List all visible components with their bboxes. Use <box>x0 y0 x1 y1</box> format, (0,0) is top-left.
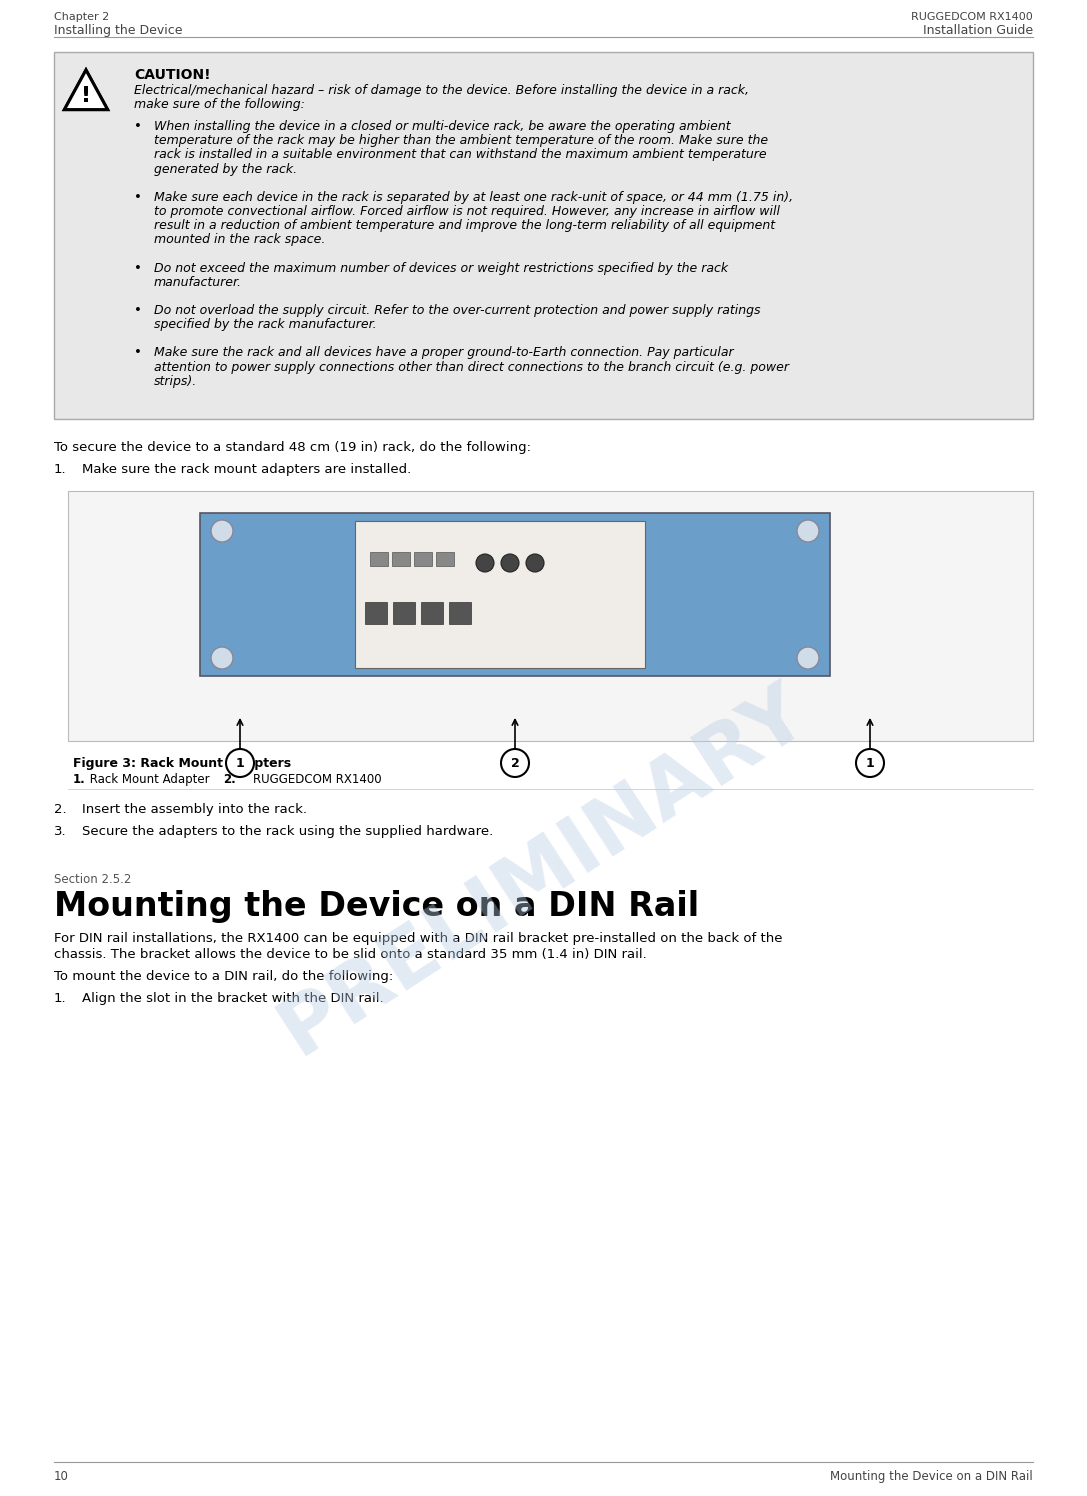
Text: attention to power supply connections other than direct connections to the branc: attention to power supply connections ot… <box>154 361 789 374</box>
FancyBboxPatch shape <box>200 513 830 676</box>
FancyBboxPatch shape <box>393 601 415 624</box>
Text: 3.: 3. <box>54 824 66 838</box>
Text: To secure the device to a standard 48 cm (19 in) rack, do the following:: To secure the device to a standard 48 cm… <box>54 441 532 453</box>
Text: result in a reduction of ambient temperature and improve the long-term reliabili: result in a reduction of ambient tempera… <box>154 220 775 232</box>
Text: •: • <box>134 120 142 133</box>
Text: !: ! <box>80 85 91 106</box>
Text: •: • <box>134 262 142 275</box>
Text: generated by the rack.: generated by the rack. <box>154 163 297 175</box>
Text: Make sure the rack and all devices have a proper ground-to-Earth connection. Pay: Make sure the rack and all devices have … <box>154 347 734 359</box>
Circle shape <box>211 521 233 542</box>
Text: Chapter 2: Chapter 2 <box>54 12 110 22</box>
Text: Rack Mount Adapter: Rack Mount Adapter <box>86 773 210 785</box>
Text: 1: 1 <box>236 757 245 769</box>
Text: Make sure each device in the rack is separated by at least one rack-unit of spac: Make sure each device in the rack is sep… <box>154 191 794 203</box>
Text: 2.: 2. <box>223 773 236 785</box>
Circle shape <box>797 521 819 542</box>
Text: 1: 1 <box>865 757 874 769</box>
Text: 1.: 1. <box>73 773 86 785</box>
FancyBboxPatch shape <box>370 552 388 565</box>
Text: •: • <box>134 347 142 359</box>
Text: 1.: 1. <box>54 462 66 476</box>
Text: RUGGEDCOM RX1400: RUGGEDCOM RX1400 <box>911 12 1033 22</box>
Text: chassis. The bracket allows the device to be slid onto a standard 35 mm (1.4 in): chassis. The bracket allows the device t… <box>54 948 647 960</box>
Text: To mount the device to a DIN rail, do the following:: To mount the device to a DIN rail, do th… <box>54 969 393 983</box>
Text: •: • <box>134 191 142 203</box>
Text: PRELIMINARY: PRELIMINARY <box>265 670 821 1070</box>
Circle shape <box>526 554 544 571</box>
Text: Figure 3: Rack Mount Adapters: Figure 3: Rack Mount Adapters <box>73 757 291 770</box>
Text: Insert the assembly into the rack.: Insert the assembly into the rack. <box>82 803 307 815</box>
Text: 10: 10 <box>54 1471 68 1483</box>
Circle shape <box>501 749 529 776</box>
Circle shape <box>501 554 518 571</box>
Text: Mounting the Device on a DIN Rail: Mounting the Device on a DIN Rail <box>830 1471 1033 1483</box>
FancyBboxPatch shape <box>392 552 410 565</box>
Circle shape <box>226 749 254 776</box>
Text: make sure of the following:: make sure of the following: <box>134 99 304 111</box>
Text: rack is installed in a suitable environment that can withstand the maximum ambie: rack is installed in a suitable environm… <box>154 148 766 162</box>
Text: 2: 2 <box>511 757 520 769</box>
Text: Do not overload the supply circuit. Refer to the over-current protection and pow: Do not overload the supply circuit. Refe… <box>154 304 761 317</box>
Text: Make sure the rack mount adapters are installed.: Make sure the rack mount adapters are in… <box>82 462 411 476</box>
Text: CAUTION!: CAUTION! <box>134 67 211 82</box>
Circle shape <box>797 646 819 669</box>
Text: 2.: 2. <box>54 803 66 815</box>
Polygon shape <box>64 70 108 109</box>
Text: •: • <box>134 304 142 317</box>
Text: !: ! <box>80 85 91 106</box>
Text: Section 2.5.2: Section 2.5.2 <box>54 874 132 886</box>
Text: Mounting the Device on a DIN Rail: Mounting the Device on a DIN Rail <box>54 890 699 923</box>
FancyBboxPatch shape <box>421 601 443 624</box>
Circle shape <box>476 554 493 571</box>
FancyBboxPatch shape <box>449 601 471 624</box>
FancyBboxPatch shape <box>365 601 387 624</box>
Text: Do not exceed the maximum number of devices or weight restrictions specified by : Do not exceed the maximum number of devi… <box>154 262 728 275</box>
FancyBboxPatch shape <box>355 521 645 669</box>
Text: Installation Guide: Installation Guide <box>923 24 1033 37</box>
FancyBboxPatch shape <box>54 52 1033 419</box>
FancyBboxPatch shape <box>414 552 432 565</box>
FancyBboxPatch shape <box>68 491 1033 741</box>
Text: Installing the Device: Installing the Device <box>54 24 183 37</box>
Text: For DIN rail installations, the RX1400 can be equipped with a DIN rail bracket p: For DIN rail installations, the RX1400 c… <box>54 932 783 945</box>
Circle shape <box>211 646 233 669</box>
Polygon shape <box>64 70 108 109</box>
Text: strips).: strips). <box>154 375 197 387</box>
Text: When installing the device in a closed or multi-device rack, be aware the operat: When installing the device in a closed o… <box>154 120 730 133</box>
Text: manufacturer.: manufacturer. <box>154 275 242 289</box>
Text: mounted in the rack space.: mounted in the rack space. <box>154 233 325 247</box>
Text: to promote convectional airflow. Forced airflow is not required. However, any in: to promote convectional airflow. Forced … <box>154 205 780 218</box>
Text: 1.: 1. <box>54 992 66 1005</box>
Text: Align the slot in the bracket with the DIN rail.: Align the slot in the bracket with the D… <box>82 992 384 1005</box>
Circle shape <box>855 749 884 776</box>
Text: Electrical/mechanical hazard – risk of damage to the device. Before installing t: Electrical/mechanical hazard – risk of d… <box>134 84 749 97</box>
Text: specified by the rack manufacturer.: specified by the rack manufacturer. <box>154 319 376 331</box>
FancyBboxPatch shape <box>436 552 454 565</box>
Text: RUGGEDCOM RX1400: RUGGEDCOM RX1400 <box>253 773 382 785</box>
Text: temperature of the rack may be higher than the ambient temperature of the room. : temperature of the rack may be higher th… <box>154 135 769 147</box>
Text: Secure the adapters to the rack using the supplied hardware.: Secure the adapters to the rack using th… <box>82 824 493 838</box>
